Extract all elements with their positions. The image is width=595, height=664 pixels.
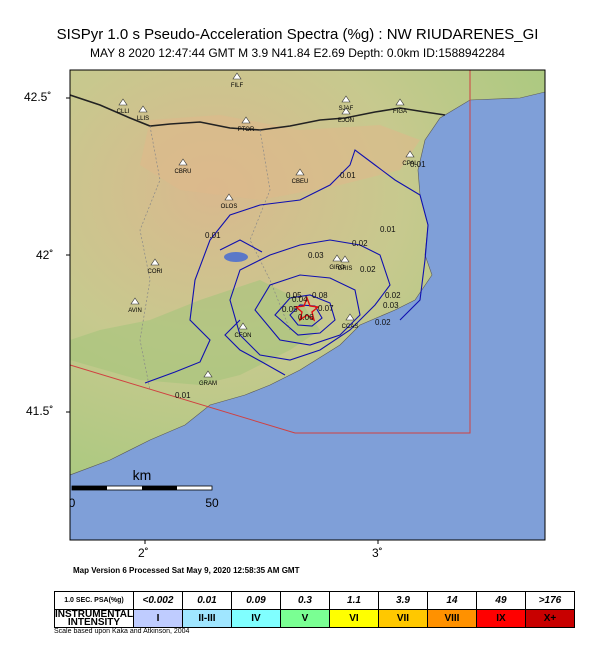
- psa-value-cell: 49: [475, 591, 526, 610]
- city-label: FIGA: [393, 109, 407, 115]
- city-label: LLIS: [137, 116, 149, 122]
- city-marker: [118, 98, 128, 106]
- intensity-cell: V: [279, 609, 330, 628]
- intensity-cell: II-III: [181, 609, 232, 628]
- scale-bar: km 0 50: [69, 467, 219, 510]
- psa-value-cell: <0.002: [132, 591, 183, 610]
- contour-label: 0.03: [383, 301, 399, 310]
- city-label: FILF: [231, 83, 244, 89]
- contour-label: 0.05: [286, 291, 302, 300]
- city-marker: [341, 107, 351, 115]
- city-marker: [150, 258, 160, 266]
- psa-value-cell: >176: [524, 591, 575, 610]
- city-marker: [332, 254, 342, 262]
- city-marker: [232, 72, 242, 80]
- contour-label: 0.01: [175, 391, 191, 400]
- city-marker: [241, 116, 251, 124]
- map-frame: [69, 69, 546, 541]
- psa-value-cell: 14: [426, 591, 477, 610]
- city-label: EJON: [338, 118, 354, 124]
- lat-label-42-5: 42.5˚: [24, 90, 52, 104]
- city-label: OLOS: [221, 204, 238, 210]
- contour-label: 0.02: [352, 239, 368, 248]
- city-label: CLLI: [117, 109, 130, 115]
- intensity-cell: IX: [475, 609, 526, 628]
- city-marker: [130, 297, 140, 305]
- intensity-cell: I: [132, 609, 183, 628]
- contour-label: 0.04: [292, 295, 308, 304]
- city-marker: [340, 255, 350, 263]
- city-label: CCAS: [342, 324, 359, 330]
- contour-labels-layer: 0.010.010.010.010.020.020.020.030.030.04…: [175, 160, 426, 400]
- city-label: AVIN: [128, 308, 142, 314]
- intensity-legend: 1.0 SEC. PSA(%g) <0.002 0.01 0.09 0.3 1.1 3.9…: [54, 591, 575, 628]
- psa-value-cell: 0.01: [181, 591, 232, 610]
- city-marker: [178, 158, 188, 166]
- intensity-cell: IV: [230, 609, 281, 628]
- city-marker: [295, 168, 305, 176]
- intensity-cell: X+: [524, 609, 575, 628]
- intensity-cell: VI: [328, 609, 379, 628]
- psa-value-cell: 1.1: [328, 591, 379, 610]
- intensity-cell: VII: [377, 609, 428, 628]
- contour-label: 0.07: [318, 304, 334, 313]
- scale-note: Scale based upon Kaka and Atkinson, 2004: [54, 628, 190, 635]
- scale-unit: km: [133, 467, 152, 483]
- contour-label: 0.01: [340, 171, 356, 180]
- city-marker: [238, 322, 248, 330]
- mountain-shade: [140, 115, 420, 200]
- contour-label: 0.02: [375, 318, 391, 327]
- city-marker: [203, 370, 213, 378]
- contour-label: 0.08: [312, 291, 328, 300]
- contour-label: 0.03: [308, 251, 324, 260]
- reservoir: [224, 252, 248, 262]
- contour-label: 0.02: [385, 291, 401, 300]
- map-version: Map Version 6 Processed Sat May 9, 2020 …: [73, 566, 300, 575]
- city-label: CORI: [148, 269, 163, 275]
- intensity-cell: VIII: [426, 609, 477, 628]
- cities-layer: FILFCLLILLISPTORSJAFEJONFIGACPALCBRUCBEU…: [117, 72, 418, 387]
- city-marker: [395, 98, 405, 106]
- city-label: CFON: [235, 333, 252, 339]
- city-marker: [138, 105, 148, 113]
- lat-label-42: 42˚: [36, 248, 54, 262]
- intensity-header: INSTRUMENTAL INTENSITY: [54, 609, 134, 628]
- city-label: CBEU: [292, 179, 309, 185]
- psa-value-cell: 0.09: [230, 591, 281, 610]
- city-label: CBRU: [174, 169, 191, 175]
- contour-label: 0.01: [380, 225, 396, 234]
- psa-header: 1.0 SEC. PSA(%g): [54, 591, 134, 610]
- epicenter-star: [294, 296, 320, 322]
- psa-value-cell: 0.3: [279, 591, 330, 610]
- lon-label-3: 3˚: [372, 546, 383, 560]
- city-marker: [345, 313, 355, 321]
- city-label: GRIS: [338, 266, 353, 272]
- scale-end: 50: [205, 496, 219, 510]
- lon-label-2: 2˚: [138, 546, 149, 560]
- contour-label: 0.06: [298, 313, 314, 322]
- city-label: GIRO: [329, 265, 345, 271]
- grid-region-outline: [70, 70, 471, 434]
- event-info: MAY 8 2020 12:47:44 GMT M 3.9 N41.84 E2.…: [90, 46, 505, 60]
- city-label: CPAL: [402, 161, 418, 167]
- contour-label: 0.05: [282, 305, 298, 314]
- contour-label: 0.01: [410, 160, 426, 169]
- lat-label-41-5: 41.5˚: [26, 404, 54, 418]
- province-boundaries: [139, 125, 291, 391]
- psa-value-cell: 3.9: [377, 591, 428, 610]
- city-marker: [224, 193, 234, 201]
- city-marker: [341, 95, 351, 103]
- map-title: SISPyr 1.0 s Pseudo-Acceleration Spectra…: [56, 26, 539, 43]
- contour-label: 0.02: [360, 265, 376, 274]
- contour-label: 0.01: [205, 231, 221, 240]
- frame-ticks: [66, 97, 379, 544]
- scale-start: 0: [69, 496, 76, 510]
- city-marker: [405, 150, 415, 158]
- city-label: GRAM: [199, 381, 217, 387]
- contours: [144, 149, 429, 384]
- city-label: PTOR: [238, 127, 255, 133]
